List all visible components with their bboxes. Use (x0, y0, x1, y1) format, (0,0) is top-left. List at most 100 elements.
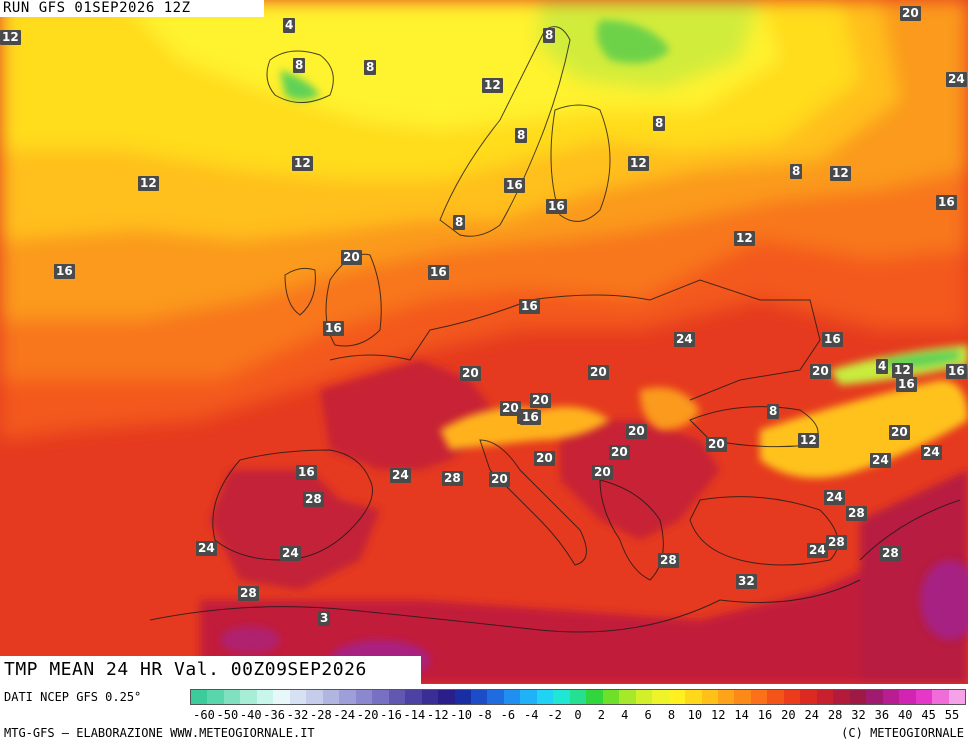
isotherm-label: 16 (520, 410, 541, 425)
color-swatch (322, 690, 340, 704)
color-swatch (685, 690, 702, 704)
isotherm-label: 32 (736, 574, 757, 589)
credit-left: MTG-GFS – ELABORAZIONE WWW.METEOGIORNALE… (4, 726, 315, 740)
color-swatch (339, 690, 356, 704)
isotherm-label: 8 (364, 60, 377, 75)
color-swatch (586, 690, 603, 704)
color-swatch (734, 690, 751, 704)
color-swatch (932, 690, 949, 704)
color-swatch (256, 690, 274, 704)
scale-tick-label: -28 (310, 708, 332, 722)
color-swatch (553, 690, 570, 704)
isotherm-label: 24 (870, 453, 891, 468)
isotherm-label: 12 (628, 156, 649, 171)
scale-tick-label: -20 (356, 708, 379, 722)
isotherm-label: 28 (846, 506, 867, 521)
isotherm-label: 20 (626, 424, 647, 439)
isotherm-label: 24 (390, 468, 411, 483)
color-swatch (800, 690, 817, 704)
isotherm-label: 12 (798, 433, 819, 448)
color-swatch (833, 690, 850, 704)
scale-tick-label: 8 (667, 708, 676, 722)
scale-tick-label: 2 (597, 708, 605, 722)
scale-tick-label: 32 (851, 708, 866, 722)
color-scale (190, 689, 966, 705)
scale-tick-label: -50 (216, 708, 239, 722)
scale-tick-label: 20 (781, 708, 796, 722)
color-swatch (701, 690, 718, 704)
variable-title: TMP MEAN 24 HR Val. 00Z09SEP2026 (0, 656, 421, 684)
isotherm-label: 24 (196, 541, 217, 556)
isotherm-label: 20 (500, 401, 521, 416)
isotherm-label: 20 (592, 465, 613, 480)
color-swatch (849, 690, 867, 704)
color-swatch (882, 690, 900, 704)
scale-tick-label: 10 (687, 708, 703, 722)
legend-panel: DATI NCEP GFS 0.25° MTG-GFS – ELABORAZIO… (0, 684, 968, 745)
color-swatch (487, 690, 504, 704)
scale-tick-label: 16 (757, 708, 773, 722)
isotherm-label: 4 (283, 18, 296, 33)
isotherm-label: 24 (674, 332, 695, 347)
scale-tick-label: -2 (547, 708, 562, 722)
color-swatch (915, 690, 933, 704)
isotherm-label: 12 (830, 166, 851, 181)
scale-tick-label: 36 (874, 708, 890, 722)
color-swatch (223, 690, 241, 704)
scale-tick-label: -24 (333, 708, 356, 722)
scale-tick-label: 0 (574, 708, 582, 722)
color-swatch (355, 690, 373, 704)
isotherm-label: 20 (341, 250, 362, 265)
color-scale-ticks: -60 -50 -40 -36 -32 -28 -24 -20 -16 -14 -12 -10 -8 -6… (190, 708, 966, 722)
scale-tick-label: -4 (524, 708, 539, 722)
color-swatch (421, 690, 439, 704)
color-swatch (652, 690, 669, 704)
scale-tick-label: -12 (426, 708, 449, 722)
color-swatch (899, 690, 916, 704)
isotherm-label: 20 (810, 364, 831, 379)
color-swatch (503, 690, 521, 704)
isotherm-label: 24 (824, 490, 845, 505)
isotherm-label: 8 (767, 404, 780, 419)
isotherm-label: 20 (588, 365, 609, 380)
isotherm-label: 16 (896, 377, 917, 392)
scale-tick-label: 40 (898, 708, 913, 722)
scale-tick-label: -36 (263, 708, 285, 722)
isotherm-label: 8 (543, 28, 556, 43)
color-swatch (520, 690, 537, 704)
isotherm-label: 20 (489, 472, 510, 487)
isotherm-label: 8 (453, 215, 466, 230)
isotherm-label: 8 (293, 58, 306, 73)
color-swatch (816, 690, 834, 704)
scale-tick-label: -16 (380, 708, 402, 722)
scale-tick-label: 14 (734, 708, 749, 722)
color-swatch (388, 690, 406, 704)
isotherm-label: 16 (323, 321, 344, 336)
scale-tick-label: 55 (944, 708, 960, 722)
color-swatch (405, 690, 422, 704)
source-label: DATI NCEP GFS 0.25° (4, 690, 142, 704)
color-swatch (240, 690, 257, 704)
isotherm-label: 16 (519, 299, 540, 314)
scale-tick-label: -60 (193, 708, 215, 722)
scale-tick-label: 28 (827, 708, 843, 722)
color-swatch (470, 690, 488, 704)
scale-tick-label: 45 (921, 708, 936, 722)
isotherm-label: 12 (892, 363, 913, 378)
color-swatch (306, 690, 323, 704)
isotherm-label: 12 (292, 156, 313, 171)
isotherm-label: 4 (876, 359, 889, 374)
color-swatch (948, 690, 966, 704)
isotherm-label: 20 (534, 451, 555, 466)
color-swatch (767, 690, 784, 704)
isotherm-label: 16 (296, 465, 317, 480)
isotherm-label: 12 (138, 176, 159, 191)
isotherm-label: 16 (546, 199, 567, 214)
scale-tick-label: 24 (804, 708, 819, 722)
color-swatch (569, 690, 587, 704)
scale-tick-label: -32 (286, 708, 309, 722)
isotherm-label: 20 (889, 425, 910, 440)
isotherm-label: 8 (653, 116, 666, 131)
isotherm-label: 12 (0, 30, 21, 45)
temperature-field (0, 0, 968, 684)
